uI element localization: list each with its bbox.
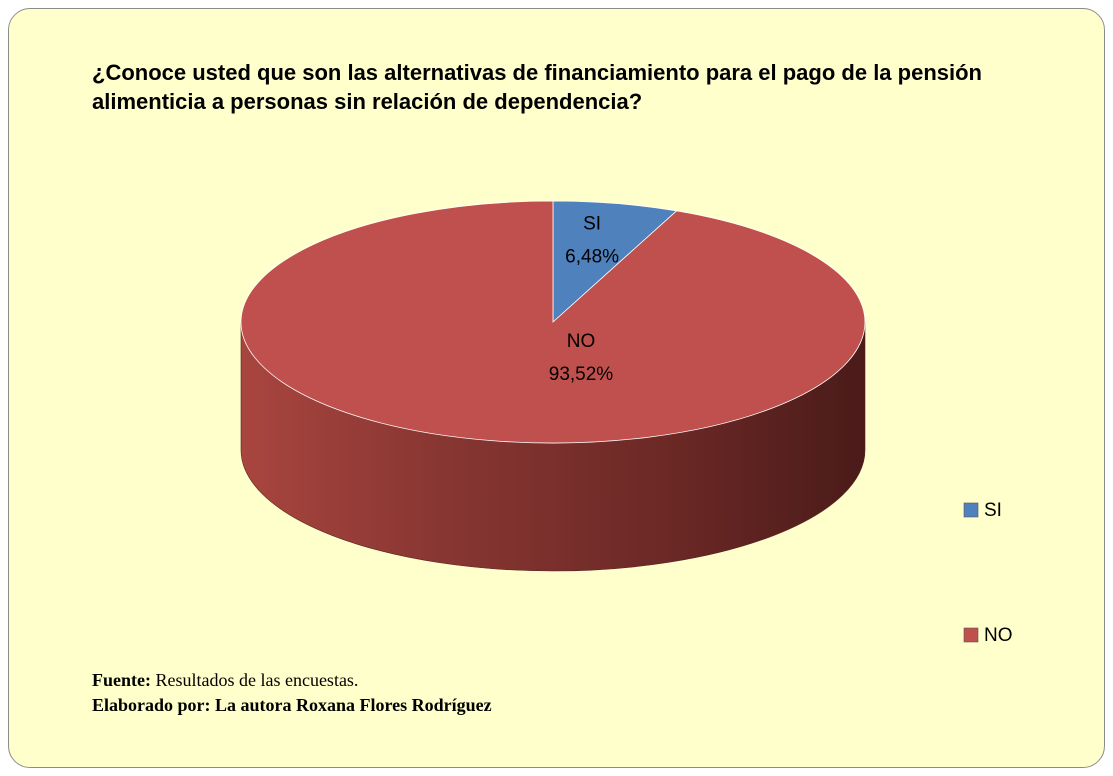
legend-label: SI: [984, 500, 1002, 521]
source: Resultados de las encuestas.: [155, 670, 359, 690]
pie-slice: [240, 200, 866, 444]
legend-swatch: [963, 502, 979, 518]
chart-title: ¿Conoce usted que son las alternativas d…: [92, 60, 982, 114]
footer: Fuente: Resultados de las encuestas. Ela…: [92, 668, 492, 718]
legend-swatch: [963, 627, 979, 643]
credit: Elaborado por: La autora Roxana Flores R…: [92, 695, 492, 715]
data-label-name: SI: [583, 214, 601, 235]
source-label: Fuente:: [92, 670, 151, 690]
source-line: Fuente: Resultados de las encuestas.: [92, 668, 492, 693]
legend-label: NO: [984, 625, 1013, 646]
pie-slice: [552, 200, 678, 323]
data-label-name: NO: [567, 331, 596, 352]
data-label-value: 93,52%: [549, 364, 614, 385]
data-label-value: 6,48%: [565, 247, 619, 268]
